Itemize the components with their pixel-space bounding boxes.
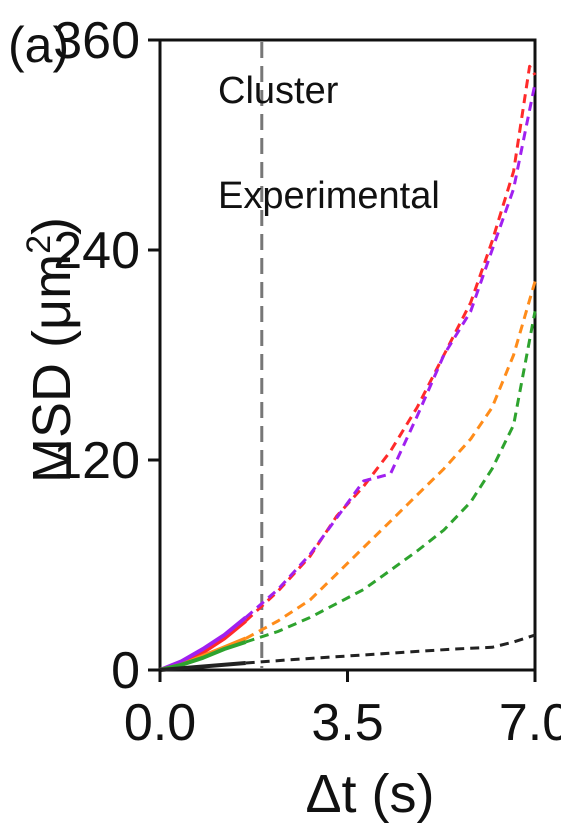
- plot-area-border: [158, 38, 537, 672]
- series-1-solid-line: [159, 615, 247, 672]
- x-tick-label-1: 3.5: [311, 694, 383, 752]
- series-3-solid-line: [159, 640, 247, 672]
- y-tick-label-0: 0: [111, 642, 140, 700]
- y-tick-label-2: 240: [53, 222, 140, 280]
- series-1-dashed-line: [244, 83, 537, 619]
- y-axis-title-main: MSD (μm: [22, 254, 82, 483]
- series-4-dashed-line: [245, 633, 536, 665]
- y-tick-label-1: 120: [53, 432, 140, 490]
- annotation-cluster: Cluster: [218, 70, 339, 112]
- plot-frame: [158, 38, 537, 672]
- x-tick-label-2: 7.0: [499, 694, 561, 752]
- series-4-solid-line: [159, 661, 246, 672]
- panel-label: (a): [8, 17, 69, 73]
- y-axis-title-superscript: 2: [20, 235, 58, 254]
- y-axis-title-close: ): [22, 217, 82, 235]
- series-3-dashed-line: [245, 311, 537, 644]
- x-tick-label-0: 0.0: [124, 694, 196, 752]
- series-layer: [159, 64, 537, 672]
- tick-layer: 0.0 3.5 7.0 0 120 240 360: [53, 12, 561, 752]
- x-axis-title: Δt (s): [305, 764, 434, 823]
- y-axis-title: MSD (μm2): [20, 217, 82, 483]
- annotation-experimental: Experimental: [218, 175, 440, 217]
- series-2-dashed-line: [244, 281, 537, 640]
- series-0-dashed-line: [244, 64, 537, 623]
- y-tick-label-3: 360: [53, 12, 140, 70]
